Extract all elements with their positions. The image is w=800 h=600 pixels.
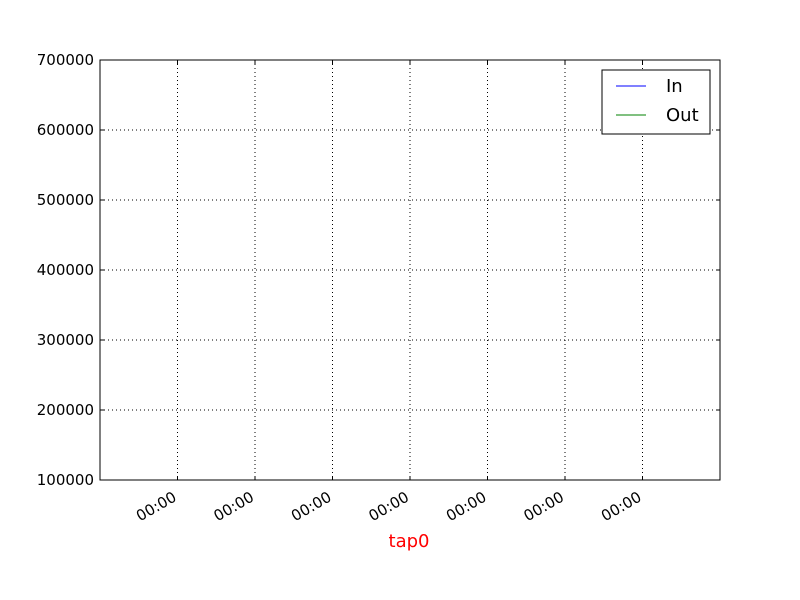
y-tick-label: 600000 [37,121,94,139]
legend-label-in: In [666,76,683,97]
x-axis-label: tap0 [389,531,430,552]
y-tick-label: 100000 [37,471,94,489]
y-tick-label: 500000 [37,191,94,209]
y-tick-label: 300000 [37,331,94,349]
y-tick-label: 700000 [37,51,94,69]
y-tick-label: 400000 [37,261,94,279]
legend: In Out [601,69,711,135]
legend-label-out: Out [666,105,699,126]
y-tick-label: 200000 [37,401,94,419]
legend-box [601,69,711,135]
y-axis-ticks: 100000 200000 300000 400000 500000 600000 7000… [37,51,720,489]
